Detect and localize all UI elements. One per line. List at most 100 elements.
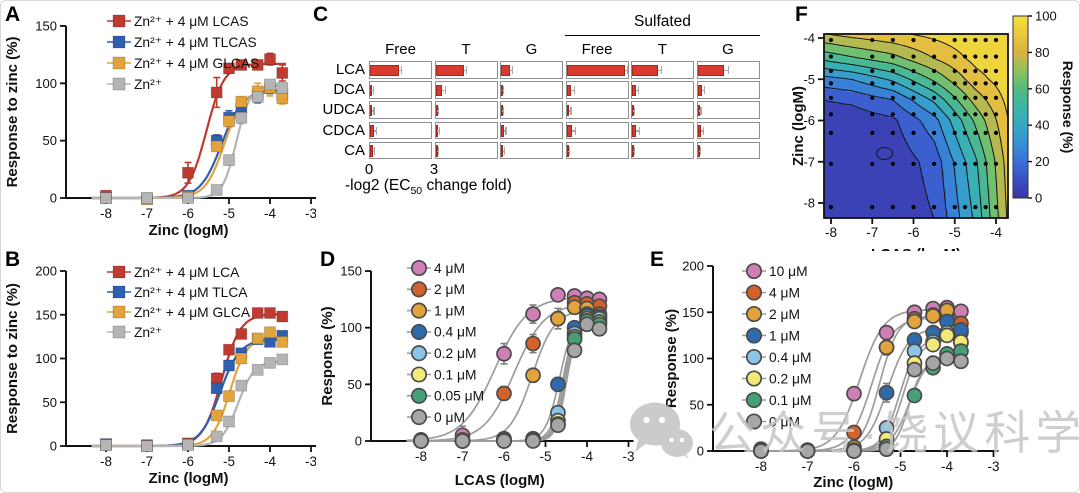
bar-cell [500, 121, 563, 140]
svg-text:Response to zinc (%): Response to zinc (%) [4, 283, 21, 434]
svg-text:Zinc (logM): Zinc (logM) [813, 474, 893, 491]
svg-text:-6: -6 [498, 449, 510, 464]
svg-text:0.4 μM: 0.4 μM [769, 350, 811, 365]
svg-text:Zinc (logM): Zinc (logM) [149, 470, 229, 487]
svg-text:-4: -4 [581, 449, 593, 464]
panel-e-letter: E [650, 248, 665, 271]
bar-cell [631, 121, 694, 140]
ec50-bar [632, 84, 637, 97]
svg-text:0: 0 [50, 439, 57, 454]
bar-cell [696, 101, 760, 119]
svg-text:-6: -6 [182, 454, 194, 469]
svg-text:LCAS (logM): LCAS (logM) [871, 246, 961, 251]
legend: 4 μM 2 μM 1 μM 0.4 μM 0.2 μM 0.1 μM 0.05 μM 0 μ… [407, 259, 484, 426]
svg-text:Zn²⁺ + 4 μM TLCA: Zn²⁺ + 4 μM TLCA [134, 285, 248, 300]
panel-c: C Sulfated Free T G Free T G LCA DCA UDCA CDCA CA… [309, 1, 781, 221]
panel-f-letter: F [795, 3, 808, 26]
ec50-bar [566, 64, 626, 76]
svg-text:4 μM: 4 μM [769, 285, 800, 300]
svg-text:0: 0 [1035, 191, 1042, 206]
ec50-axis-tick-3: 3 [429, 161, 439, 178]
ec50-bar [501, 125, 505, 137]
bar-cell [434, 101, 498, 119]
series-zn- [100, 353, 289, 452]
svg-text:-4: -4 [941, 459, 953, 474]
ec50-bar [370, 145, 373, 157]
svg-text:Zn²⁺ + 4 μM GLCA: Zn²⁺ + 4 μM GLCA [134, 305, 251, 320]
bar-cell [631, 141, 694, 160]
bar-cell [696, 81, 760, 99]
svg-text:-6: -6 [848, 459, 860, 474]
svg-text:50: 50 [348, 377, 362, 392]
svg-text:150: 150 [35, 18, 57, 33]
bar-cell [696, 61, 760, 79]
panel-d: D 0 50 100 150 -8 -7 -6 -5 -4 -3 LCAS (logM) Respon… [316, 246, 661, 492]
error-bars [102, 327, 286, 449]
svg-text:-6: -6 [182, 206, 194, 221]
error-bars [102, 307, 286, 448]
svg-text:-8: -8 [755, 459, 767, 474]
svg-text:50: 50 [43, 133, 57, 148]
axes: 0 50 100 150 200 -8 -7 -6 -5 -4 -3 Zinc (logM) Respo… [4, 264, 317, 488]
svg-text:Zn²⁺ + 4 μM GLCAS: Zn²⁺ + 4 μM GLCAS [134, 56, 259, 71]
svg-text:80: 80 [1035, 45, 1049, 60]
bar-cell [565, 101, 629, 119]
svg-text:LCAS (logM): LCAS (logM) [455, 472, 545, 489]
ec50-bar [435, 84, 443, 97]
svg-text:200: 200 [682, 259, 704, 274]
row-label-dca: DCA [333, 81, 365, 99]
bar-cell [696, 141, 760, 160]
panel-f: F -4 -5 -6 -7 -8 -8 -7 -6 -5 -4 LCAS (logM) Zinc (l… [790, 1, 1079, 263]
sulfated-group-line [565, 35, 760, 36]
panel-a-chart: 0 50 100 150 -8 -7 -6 -5 -4 -3 Zinc (logM) Response… [4, 14, 317, 239]
svg-text:-4: -4 [264, 454, 276, 469]
svg-text:20: 20 [1035, 154, 1049, 169]
svg-text:-5: -5 [223, 206, 235, 221]
svg-text:-7: -7 [801, 459, 813, 474]
svg-text:Response (%): Response (%) [319, 306, 336, 405]
bar-cell [369, 141, 432, 160]
svg-text:0: 0 [50, 191, 57, 206]
svg-text:0 μM: 0 μM [434, 410, 465, 425]
panel-d-letter: D [320, 248, 336, 271]
svg-text:Zn²⁺: Zn²⁺ [134, 77, 162, 92]
error-bars [102, 331, 286, 449]
svg-text:100: 100 [340, 320, 362, 335]
row-label-lca: LCA [335, 61, 365, 78]
panel-b-letter: B [5, 248, 21, 271]
svg-text:-4: -4 [990, 225, 1002, 240]
svg-text:-7: -7 [803, 154, 815, 169]
series-0-m [753, 350, 969, 459]
svg-text:150: 150 [682, 305, 704, 320]
col-header-1: T [461, 41, 471, 58]
svg-text:-8: -8 [415, 449, 427, 464]
svg-text:Response (%): Response (%) [1060, 61, 1076, 154]
panel-b: B 0 50 100 150 200 -8 -7 -6 -5 -4 -3 Zinc (logM) Res… [1, 246, 317, 492]
svg-text:100: 100 [1035, 9, 1057, 24]
axes: 0 50 100 150 -8 -7 -6 -5 -4 -3 LCAS (logM) Response… [319, 264, 635, 489]
axes: 0 50 100 150 -8 -7 -6 -5 -4 -3 Zinc (logM) Response… [4, 18, 317, 239]
svg-text:50: 50 [43, 395, 57, 410]
bar-cell [500, 141, 563, 160]
bar-cell [631, 61, 694, 79]
panel-a: A 0 50 100 150 -8 -7 -6 -5 -4 -3 Zinc (logM) Respon… [1, 1, 317, 246]
bar-cell [434, 61, 498, 79]
series-zn- [100, 78, 289, 204]
bar-cell [369, 81, 432, 99]
ec50-axis-label-pre: -log2 (EC [345, 177, 411, 194]
svg-text:-5: -5 [223, 454, 235, 469]
svg-text:-5: -5 [894, 459, 906, 474]
ec50-axis-label: -log2 (EC50 change fold) [345, 177, 512, 197]
bar-cell [631, 81, 694, 99]
row-label-cdca: CDCA [322, 121, 365, 139]
svg-text:200: 200 [35, 264, 57, 279]
bar-cell [500, 81, 563, 99]
row-label-ca: CA [344, 141, 365, 159]
ec50-axis-label-sub: 50 [410, 185, 423, 198]
colorbar: 0 20 40 60 80 100 Response (%) [1012, 9, 1076, 206]
svg-text:0.1 μM: 0.1 μM [769, 393, 811, 408]
svg-text:-7: -7 [866, 225, 878, 240]
col-header-3: Free [581, 41, 613, 58]
svg-text:Response (%): Response (%) [663, 309, 680, 408]
bar-cell [434, 81, 498, 99]
